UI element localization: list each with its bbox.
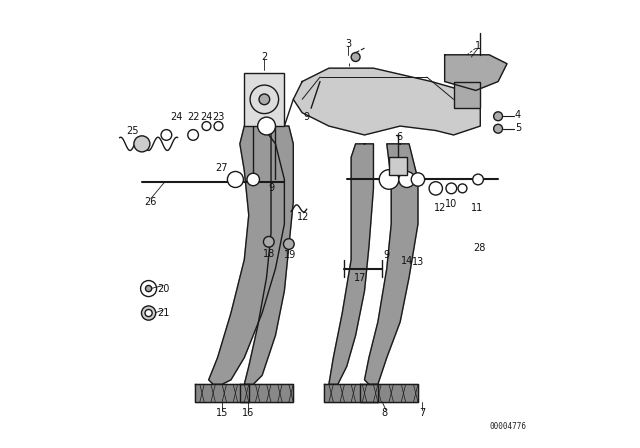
Polygon shape — [324, 384, 378, 402]
Text: 26: 26 — [145, 197, 157, 207]
Text: 3: 3 — [345, 39, 351, 49]
Text: 25: 25 — [126, 125, 138, 135]
Text: 16: 16 — [242, 408, 254, 418]
Circle shape — [284, 239, 294, 250]
Bar — [454, 82, 480, 108]
Text: 2: 2 — [261, 52, 268, 62]
Polygon shape — [240, 384, 293, 402]
Circle shape — [473, 174, 483, 185]
Text: 19: 19 — [284, 250, 296, 260]
Circle shape — [412, 173, 424, 186]
Text: 10: 10 — [445, 199, 458, 209]
Text: 9: 9 — [268, 183, 274, 194]
Text: 22: 22 — [187, 112, 200, 122]
Text: 8: 8 — [381, 408, 388, 418]
Circle shape — [399, 172, 415, 188]
Bar — [244, 73, 284, 126]
Text: 12: 12 — [434, 203, 446, 213]
Text: 13: 13 — [412, 257, 424, 267]
Text: 9: 9 — [303, 112, 310, 122]
Text: 6: 6 — [396, 132, 403, 142]
Circle shape — [247, 173, 259, 186]
Text: 20: 20 — [157, 284, 170, 293]
Polygon shape — [445, 55, 507, 90]
Text: 4: 4 — [515, 110, 521, 120]
Polygon shape — [195, 384, 249, 402]
Circle shape — [380, 170, 399, 189]
Text: 15: 15 — [216, 408, 228, 418]
Circle shape — [446, 183, 457, 194]
Bar — [389, 157, 407, 175]
Circle shape — [429, 182, 442, 195]
Text: 00004776: 00004776 — [489, 422, 526, 431]
Polygon shape — [293, 68, 480, 135]
Polygon shape — [244, 126, 293, 384]
Circle shape — [134, 136, 150, 152]
Text: 12: 12 — [297, 212, 309, 222]
Text: 11: 11 — [470, 203, 483, 213]
Text: 9: 9 — [384, 250, 390, 260]
Circle shape — [145, 310, 152, 317]
Circle shape — [264, 237, 274, 247]
Text: 24: 24 — [170, 112, 183, 122]
Text: 24: 24 — [201, 112, 213, 122]
Circle shape — [493, 112, 502, 121]
Text: 28: 28 — [473, 243, 486, 254]
Polygon shape — [209, 126, 284, 384]
Text: 5: 5 — [515, 123, 521, 133]
Circle shape — [227, 172, 243, 188]
Polygon shape — [329, 144, 373, 384]
Circle shape — [145, 285, 152, 292]
Polygon shape — [360, 384, 418, 402]
Polygon shape — [365, 144, 418, 384]
Circle shape — [259, 94, 269, 105]
Circle shape — [493, 124, 502, 133]
Text: 18: 18 — [263, 249, 275, 259]
Text: 7: 7 — [419, 408, 426, 418]
Circle shape — [458, 184, 467, 193]
Text: 21: 21 — [157, 308, 170, 318]
Circle shape — [351, 52, 360, 61]
Text: 14: 14 — [401, 255, 413, 266]
Text: 23: 23 — [212, 112, 225, 122]
Text: 1: 1 — [475, 41, 481, 51]
Circle shape — [141, 306, 156, 320]
Circle shape — [258, 117, 275, 135]
Text: 27: 27 — [215, 164, 227, 173]
Text: 17: 17 — [354, 273, 366, 283]
